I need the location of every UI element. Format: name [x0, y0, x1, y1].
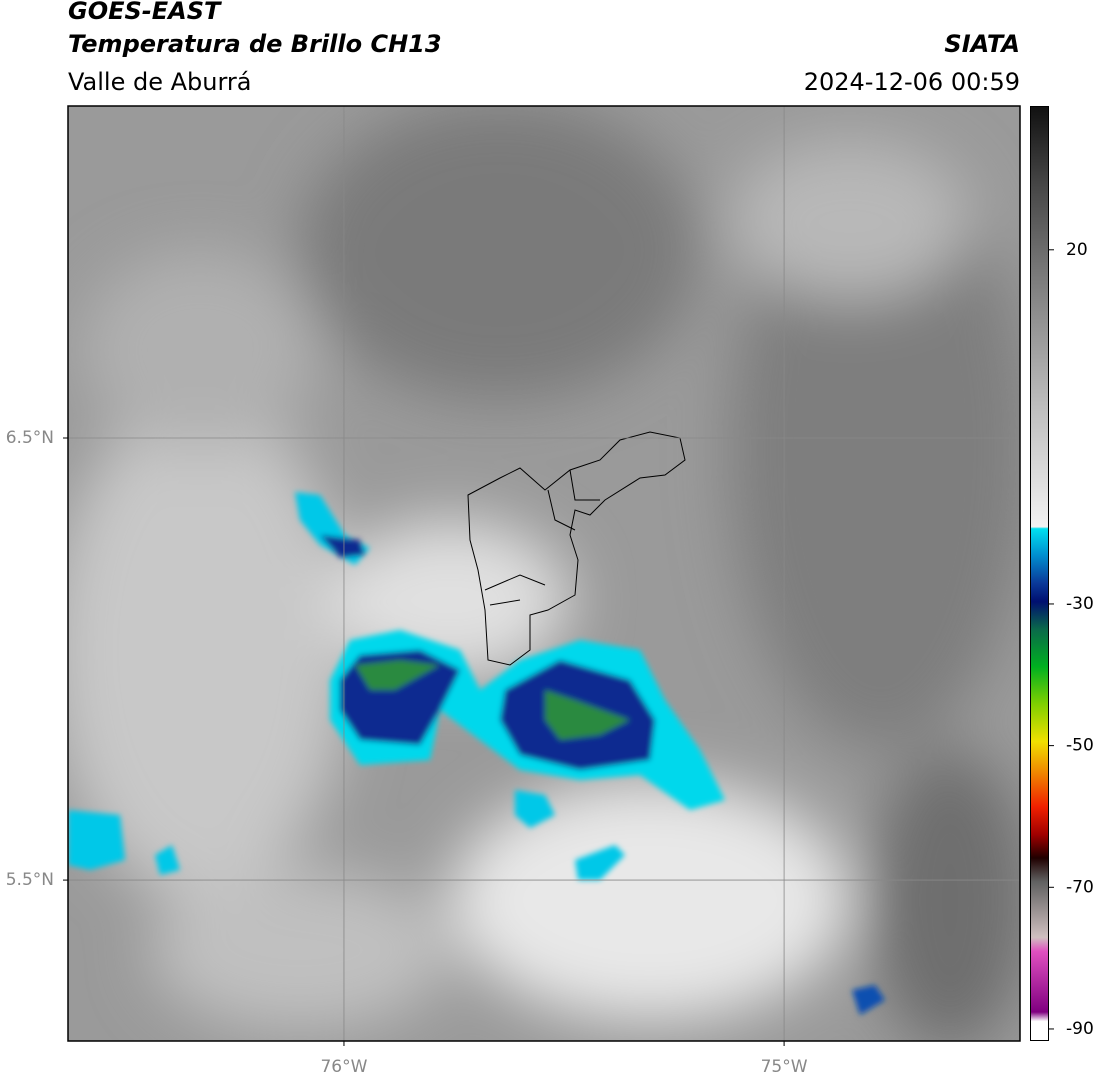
graticule: [68, 106, 1020, 1041]
region: Valle de Aburrá: [68, 68, 252, 96]
timestamp: 2024-12-06 00:59: [804, 68, 1020, 96]
title: GOES-EAST: [68, 0, 222, 25]
y-tick-label: 6.5°N: [6, 428, 54, 448]
colorbar-tick-label: -70: [1066, 877, 1094, 897]
map-frame: [67, 105, 1021, 1042]
colorbar: [1030, 106, 1049, 1041]
colorbar-tick-label: 20: [1066, 240, 1088, 260]
x-tick-label: 76°W: [320, 1057, 367, 1077]
colorbar-tick-label: -90: [1066, 1019, 1094, 1039]
satellite-image: [68, 106, 1020, 1041]
source: SIATA: [944, 30, 1020, 58]
subtitle: Temperatura de Brillo CH13: [68, 30, 442, 58]
y-tick-label: 5.5°N: [6, 870, 54, 890]
colorbar-tick-label: -30: [1066, 594, 1094, 614]
x-tick-label: 75°W: [761, 1057, 808, 1077]
colorbar-tick-label: -50: [1066, 736, 1094, 756]
